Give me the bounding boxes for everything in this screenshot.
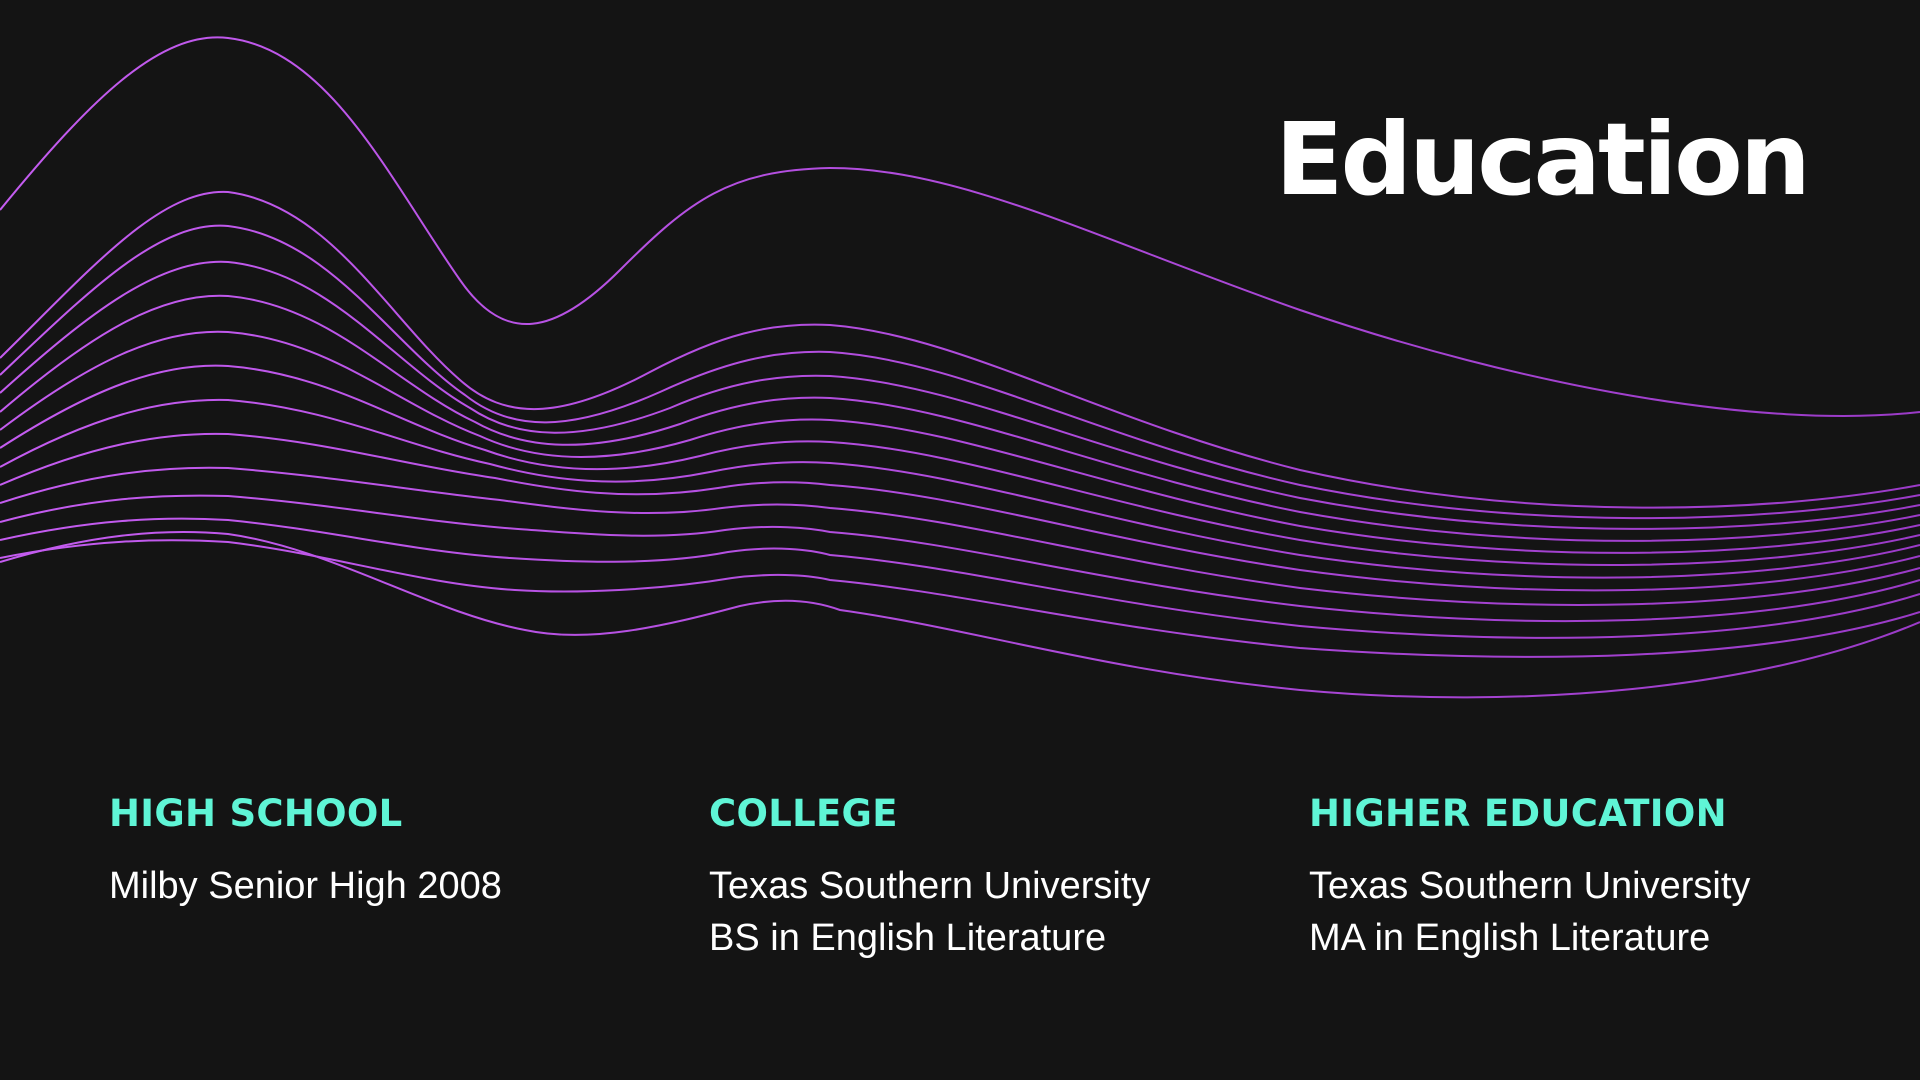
wave-line <box>0 364 1920 566</box>
column-heading: COLLEGE <box>709 792 898 835</box>
wave-line <box>0 432 1920 592</box>
wave-line <box>0 260 1920 530</box>
wave-line <box>0 517 1920 639</box>
wave-lines-group <box>0 36 1920 699</box>
column-text-line: Texas Southern University <box>709 865 1151 907</box>
wave-line <box>0 466 1920 606</box>
column-text-line: Milby Senior High 2008 <box>109 865 502 907</box>
education-column-high-school: HIGH SCHOOL Milby Senior High 2008 <box>109 790 669 912</box>
wave-line <box>0 190 1920 509</box>
column-heading: HIGHER EDUCATION <box>1309 792 1727 835</box>
education-column-college: COLLEGE Texas Southern University BS in … <box>709 790 1269 964</box>
wave-line-bottom <box>0 531 1920 699</box>
wave-line <box>0 224 1920 520</box>
column-heading: HIGH SCHOOL <box>109 792 403 835</box>
wave-line-top <box>0 36 1920 417</box>
education-column-higher-education: HIGHER EDUCATION Texas Southern Universi… <box>1309 790 1869 964</box>
wave-line <box>0 330 1920 554</box>
wave-line <box>0 398 1920 579</box>
column-text-line: MA in English Literature <box>1309 917 1711 959</box>
wave-line <box>0 294 1920 542</box>
column-text-line: BS in English Literature <box>709 917 1107 959</box>
column-text-line: Texas Southern University <box>1309 865 1751 907</box>
wave-line <box>0 494 1920 623</box>
wave-line <box>0 539 1920 658</box>
page-title: Education <box>1275 101 1811 218</box>
